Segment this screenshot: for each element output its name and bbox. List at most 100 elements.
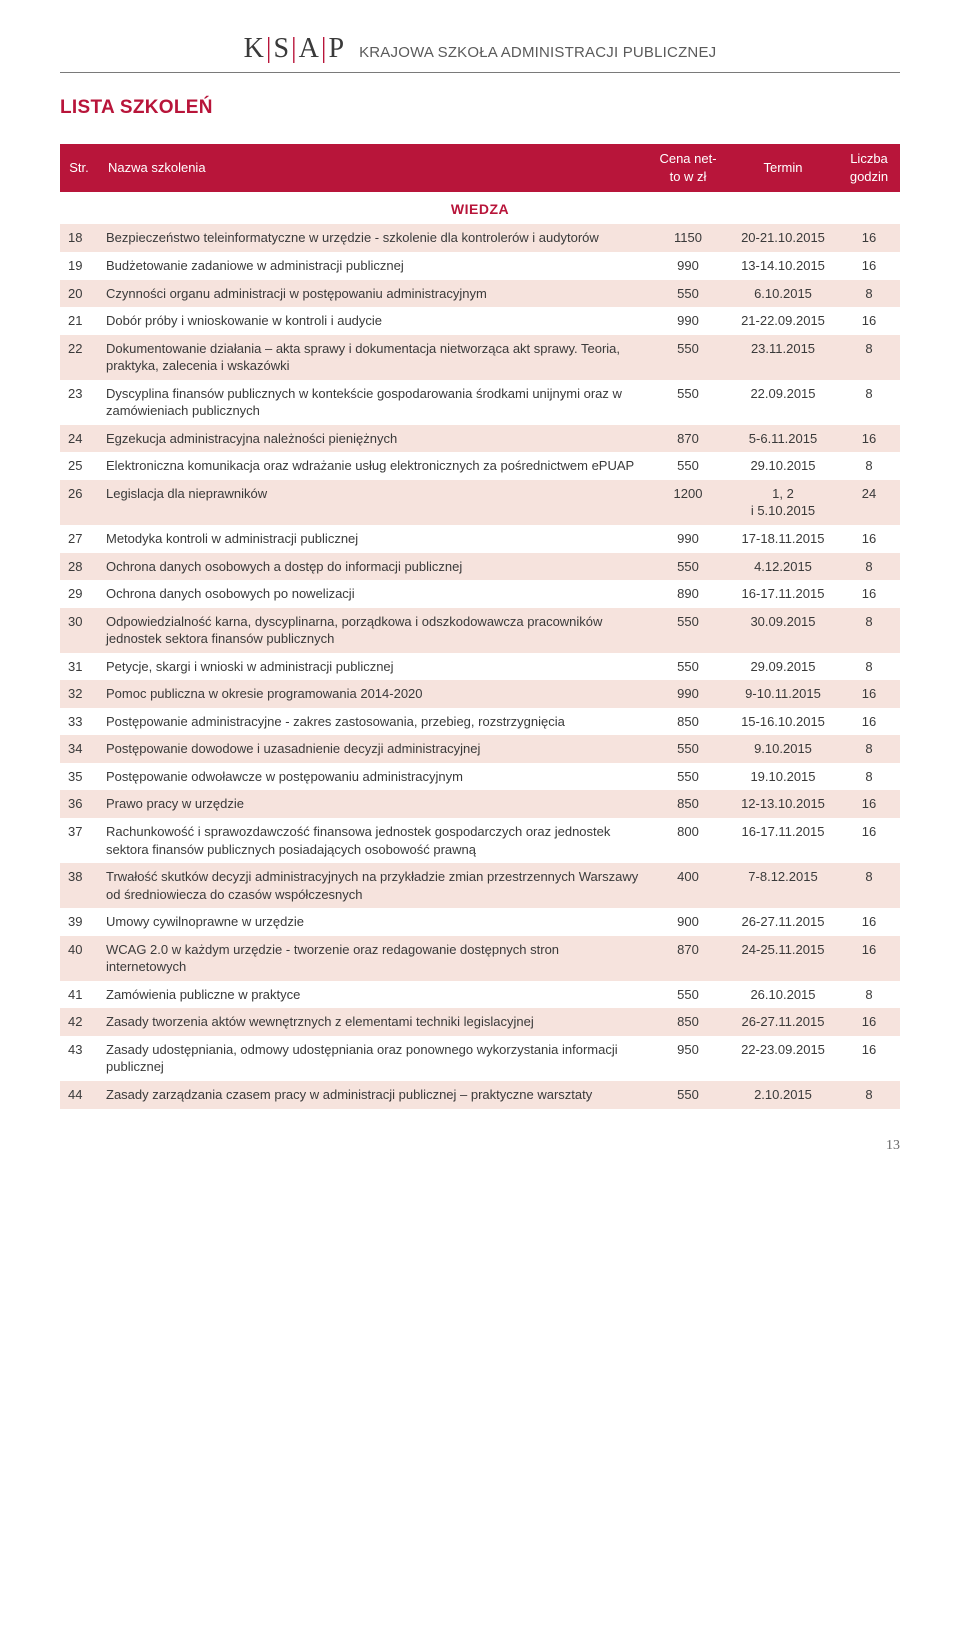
cell-str: 18 [60,224,98,252]
cell-name: Dokumentowanie działania – akta sprawy i… [98,335,648,380]
cell-termin: 29.09.2015 [728,653,838,681]
table-row: 38Trwałość skutków decyzji administracyj… [60,863,900,908]
cell-godzin: 16 [838,580,900,608]
cell-cena: 550 [648,735,728,763]
cell-godzin: 16 [838,224,900,252]
table-row: 31Petycje, skargi i wnioski w administra… [60,653,900,681]
cell-str: 24 [60,425,98,453]
table-row: 20Czynności organu administracji w postę… [60,280,900,308]
col-godzin: Liczba godzin [838,144,900,191]
cell-godzin: 16 [838,818,900,863]
cell-godzin: 8 [838,335,900,380]
page-title: LISTA SZKOLEŃ [60,95,900,121]
cell-name: Umowy cywilnoprawne w urzędzie [98,908,648,936]
section-heading: WIEDZA [60,192,900,225]
cell-termin: 2.10.2015 [728,1081,838,1109]
table-row: 21Dobór próby i wnioskowanie w kontroli … [60,307,900,335]
table-row: 27Metodyka kontroli w administracji publ… [60,525,900,553]
table-row: 22Dokumentowanie działania – akta sprawy… [60,335,900,380]
cell-godzin: 8 [838,380,900,425]
cell-cena: 950 [648,1036,728,1081]
table-row: 34Postępowanie dowodowe i uzasadnienie d… [60,735,900,763]
cell-cena: 550 [648,608,728,653]
cell-cena: 1150 [648,224,728,252]
cell-termin: 30.09.2015 [728,608,838,653]
cell-name: Rachunkowość i sprawozdawczość finansowa… [98,818,648,863]
cell-str: 22 [60,335,98,380]
logo-letter: A [299,33,320,64]
table-row: 24Egzekucja administracyjna należności p… [60,425,900,453]
cell-name: Trwałość skutków decyzji administracyjny… [98,863,648,908]
cell-termin: 12-13.10.2015 [728,790,838,818]
cell-termin: 4.12.2015 [728,553,838,581]
cell-cena: 870 [648,936,728,981]
cell-name: Elektroniczna komunikacja oraz wdrażanie… [98,452,648,480]
cell-str: 27 [60,525,98,553]
table-row: 41Zamówienia publiczne w praktyce55026.1… [60,981,900,1009]
cell-str: 41 [60,981,98,1009]
table-row: 44Zasady zarządzania czasem pracy w admi… [60,1081,900,1109]
cell-cena: 550 [648,452,728,480]
cell-termin: 26.10.2015 [728,981,838,1009]
table-row: 18Bezpieczeństwo teleinformatyczne w urz… [60,224,900,252]
table-row: 19Budżetowanie zadaniowe w administracji… [60,252,900,280]
cell-godzin: 8 [838,735,900,763]
table-row: 43Zasady udostępniania, odmowy udostępni… [60,1036,900,1081]
cell-cena: 870 [648,425,728,453]
col-cena: Cena net- to w zł [648,144,728,191]
cell-str: 39 [60,908,98,936]
cell-str: 34 [60,735,98,763]
table-header: Str. Nazwa szkolenia Cena net- to w zł T… [60,144,900,191]
table-row: 40WCAG 2.0 w każdym urzędzie - tworzenie… [60,936,900,981]
cell-str: 35 [60,763,98,791]
cell-termin: 6.10.2015 [728,280,838,308]
cell-name: Budżetowanie zadaniowe w administracji p… [98,252,648,280]
cell-str: 19 [60,252,98,280]
cell-godzin: 8 [838,280,900,308]
cell-termin: 1, 2 i 5.10.2015 [728,480,838,525]
table-row: 30Odpowiedzialność karna, dyscyplinarna,… [60,608,900,653]
cell-godzin: 16 [838,708,900,736]
cell-str: 37 [60,818,98,863]
cell-termin: 23.11.2015 [728,335,838,380]
cell-str: 21 [60,307,98,335]
cell-str: 32 [60,680,98,708]
cell-str: 42 [60,1008,98,1036]
cell-cena: 1200 [648,480,728,525]
logo-letter: S [273,33,290,64]
table-row: 28Ochrona danych osobowych a dostęp do i… [60,553,900,581]
cell-godzin: 8 [838,981,900,1009]
cell-termin: 26-27.11.2015 [728,1008,838,1036]
cell-name: Odpowiedzialność karna, dyscyplinarna, p… [98,608,648,653]
col-termin: Termin [728,144,838,191]
cell-str: 23 [60,380,98,425]
table-row: 37Rachunkowość i sprawozdawczość finanso… [60,818,900,863]
cell-godzin: 16 [838,680,900,708]
cell-cena: 850 [648,708,728,736]
cell-termin: 24-25.11.2015 [728,936,838,981]
cell-godzin: 8 [838,553,900,581]
cell-cena: 550 [648,653,728,681]
logo-letter: K [244,33,265,64]
cell-name: Postępowanie administracyjne - zakres za… [98,708,648,736]
cell-name: Legislacja dla nieprawników [98,480,648,525]
col-str: Str. [60,144,98,191]
cell-godzin: 8 [838,863,900,908]
cell-cena: 990 [648,307,728,335]
org-name: KRAJOWA SZKOŁA ADMINISTRACJI PUBLICZNEJ [359,43,716,63]
cell-godzin: 16 [838,790,900,818]
cell-termin: 20-21.10.2015 [728,224,838,252]
cell-str: 30 [60,608,98,653]
cell-str: 33 [60,708,98,736]
cell-cena: 550 [648,280,728,308]
cell-termin: 16-17.11.2015 [728,818,838,863]
table-row: 23Dyscyplina finansów publicznych w kont… [60,380,900,425]
cell-godzin: 16 [838,1036,900,1081]
table-row: 29Ochrona danych osobowych po nowelizacj… [60,580,900,608]
cell-godzin: 8 [838,653,900,681]
cell-godzin: 24 [838,480,900,525]
cell-godzin: 16 [838,425,900,453]
cell-name: Metodyka kontroli w administracji public… [98,525,648,553]
cell-termin: 7-8.12.2015 [728,863,838,908]
cell-cena: 550 [648,380,728,425]
